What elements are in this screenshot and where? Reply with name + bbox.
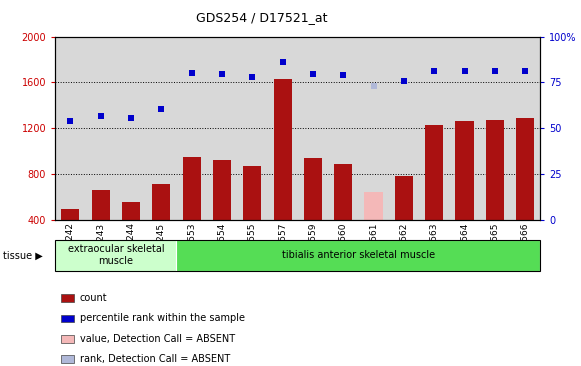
Bar [516,118,535,220]
Bar [177,240,540,271]
Text: value, Detection Call = ABSENT: value, Detection Call = ABSENT [80,334,235,344]
Bar [304,158,322,220]
Bar [182,157,201,220]
Text: rank, Detection Call = ABSENT: rank, Detection Call = ABSENT [80,354,230,364]
Bar [152,184,170,220]
Text: tissue ▶: tissue ▶ [3,250,42,260]
Bar [55,240,177,271]
Bar [213,160,231,220]
Bar [122,202,140,220]
Bar [486,120,504,220]
Bar [395,176,413,220]
Text: percentile rank within the sample: percentile rank within the sample [80,314,245,324]
Text: tibialis anterior skeletal muscle: tibialis anterior skeletal muscle [282,250,435,260]
Text: count: count [80,294,107,303]
Bar [274,79,292,220]
Bar [334,164,352,220]
Bar [364,192,383,220]
Bar [92,190,110,220]
Text: GDS254 / D17521_at: GDS254 / D17521_at [196,11,327,24]
Bar [456,121,474,220]
Text: extraocular skeletal
muscle: extraocular skeletal muscle [67,244,164,266]
Bar [243,166,261,220]
Bar [425,125,443,220]
Bar [61,209,80,220]
